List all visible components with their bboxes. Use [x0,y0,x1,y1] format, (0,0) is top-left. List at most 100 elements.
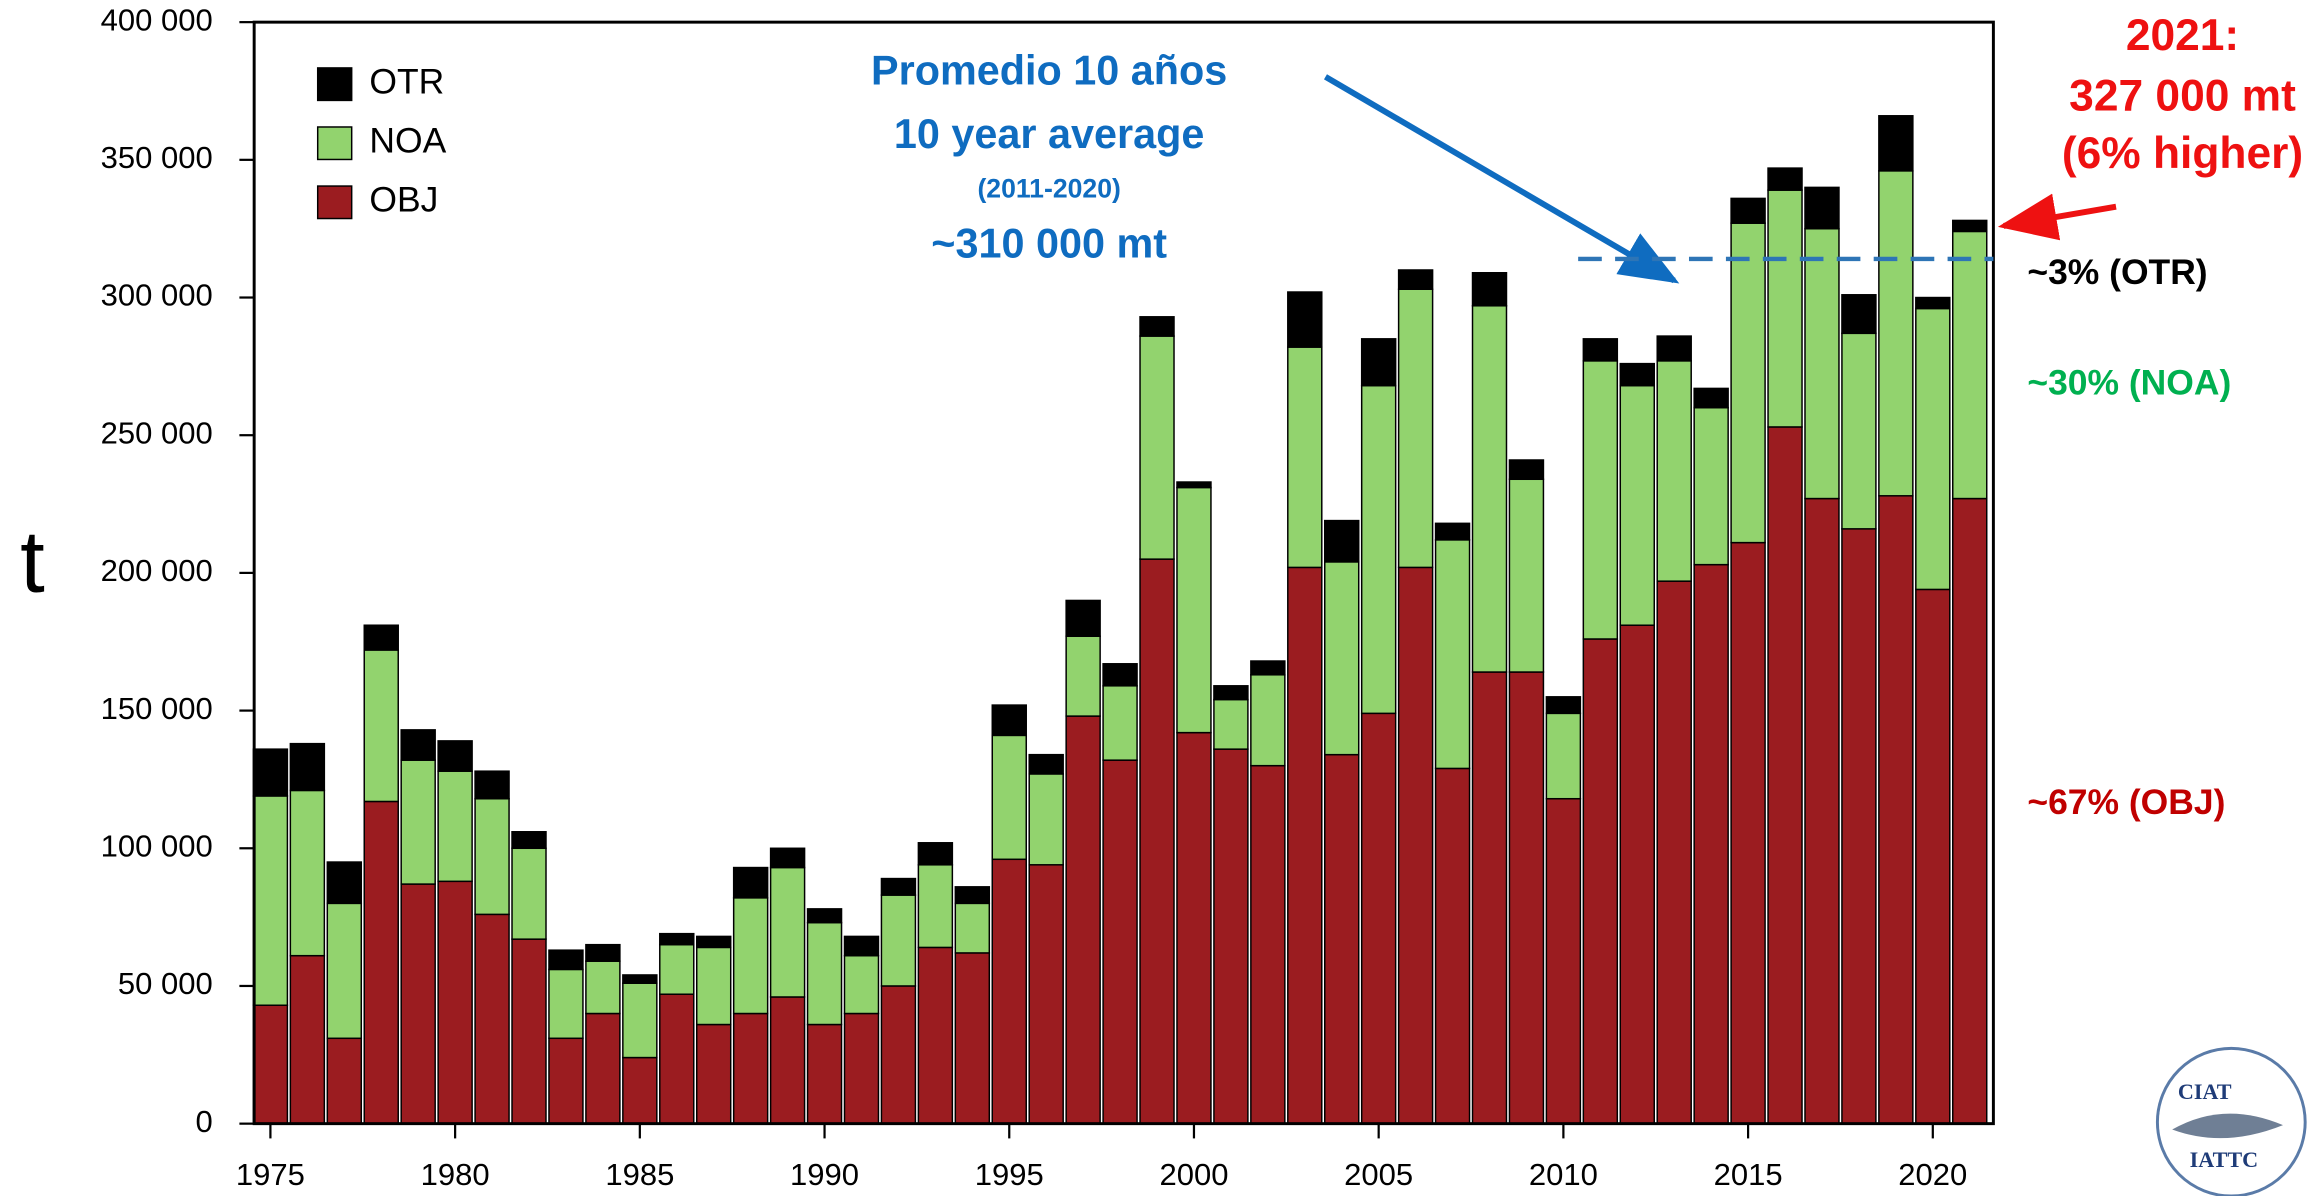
bar-segment [843,935,880,957]
annotation: (6% higher) [2062,129,2303,178]
bar-segment [769,847,806,869]
bar-segment [659,943,695,995]
bar-segment [991,704,1027,737]
bar-segment [437,740,473,772]
bar-segment [1582,638,1619,1125]
bar-segment [769,996,806,1125]
bar-segment [289,742,326,792]
x-tick-label: 1975 [236,1157,305,1192]
bar-segment [954,886,991,905]
bar-segment [659,993,695,1125]
annotation: ~310 000 mt [931,221,1167,267]
bar-segment [1767,189,1803,428]
bar-segment [806,1023,843,1125]
bar-segment [1841,294,1877,335]
bar-segment [1360,384,1397,715]
x-tick-label: 1985 [605,1157,674,1192]
bar-segment [880,985,917,1125]
bar-segment [622,982,658,1059]
bar-segment [1213,685,1249,701]
bar-segment [1767,426,1803,1125]
bar-segment [474,913,510,1125]
x-tick-label: 2000 [1159,1157,1228,1192]
x-tick-label: 1990 [790,1157,859,1192]
bar-segment [400,759,436,885]
bar-segment [1508,478,1545,673]
bar-segment [1508,459,1545,481]
bar-segment [252,748,289,797]
x-tick-label: 1980 [421,1157,490,1192]
logo: CIAT IATTC [2155,1046,2307,1196]
bar-segment [1656,580,1692,1125]
bar-segment [843,1012,880,1125]
bar-segment [695,935,732,949]
bar-segment [511,847,547,940]
bar-segment [1176,486,1212,734]
bar-segment [1693,406,1729,566]
bar-segment [880,894,917,987]
bar-segment [1102,685,1138,761]
bar-segment [1619,362,1655,387]
bar-segment [732,866,769,899]
logo-text: CIAT [2178,1079,2232,1104]
annotation: ~30% (NOA) [2027,363,2231,403]
bar-segment [917,842,954,866]
bar-segment [437,880,473,1125]
bar-segment [1065,715,1101,1125]
x-tick-label: 2010 [1529,1157,1598,1192]
bar-segment [1878,170,1914,497]
bar-segment [1804,497,1840,1125]
bar-segment [1619,624,1655,1125]
annotation: ~67% (OBJ) [2027,782,2225,822]
bar-segment [1878,495,1914,1125]
x-tick-label: 1995 [975,1157,1044,1192]
bar-segment [1397,566,1434,1125]
bar-segment [1730,541,1766,1125]
bar-segment [880,877,917,896]
annotation: ~3% (OTR) [2027,252,2207,292]
bar-segment [1545,696,1582,715]
bar-segment [326,1037,363,1125]
bar-segment [1028,773,1064,866]
bar-segment [1471,671,1508,1125]
bar-segment [1582,338,1619,362]
bar-segment [695,1023,732,1125]
bar-segment [326,902,363,1040]
y-axis-label: t [20,512,45,611]
plot-area [252,115,1988,1125]
bar-segment [1693,563,1729,1125]
bar-segment [1804,186,1840,230]
bar-segment [1915,296,1951,310]
bar-segment [732,1012,769,1125]
bar-segment [252,1004,289,1125]
bar-segment [622,1056,658,1125]
bar-segment [1508,671,1545,1125]
y-tick-label: 150 000 [101,691,213,726]
arrow [1323,74,1680,284]
bar-segment [1102,663,1138,687]
bar-segment [1139,558,1175,1125]
bar-segment [991,858,1027,1125]
bar-segment [1139,335,1175,560]
bar-segment [954,902,991,954]
bar-segment [1287,566,1323,1125]
bar-segment [1360,338,1397,387]
bar-segment [548,949,584,971]
bar-segment [1028,864,1064,1125]
bar-segment [585,960,621,1015]
bar-segment [1730,197,1766,224]
bar-segment [1952,219,1988,233]
bar-segment [1250,674,1286,767]
bar-segment [1656,360,1692,582]
y-tick-label: 0 [196,1104,213,1139]
bar-segment [1324,561,1360,756]
bar-segment [363,800,399,1125]
bar-segment [1841,332,1877,530]
y-tick-label: 200 000 [101,553,213,588]
bar-segment [1952,230,1988,500]
bar-segment [806,908,843,924]
bar-segment [1693,387,1729,409]
bar-segment [806,921,843,1026]
bar-segment [548,1037,584,1125]
bar-segment [1545,712,1582,800]
